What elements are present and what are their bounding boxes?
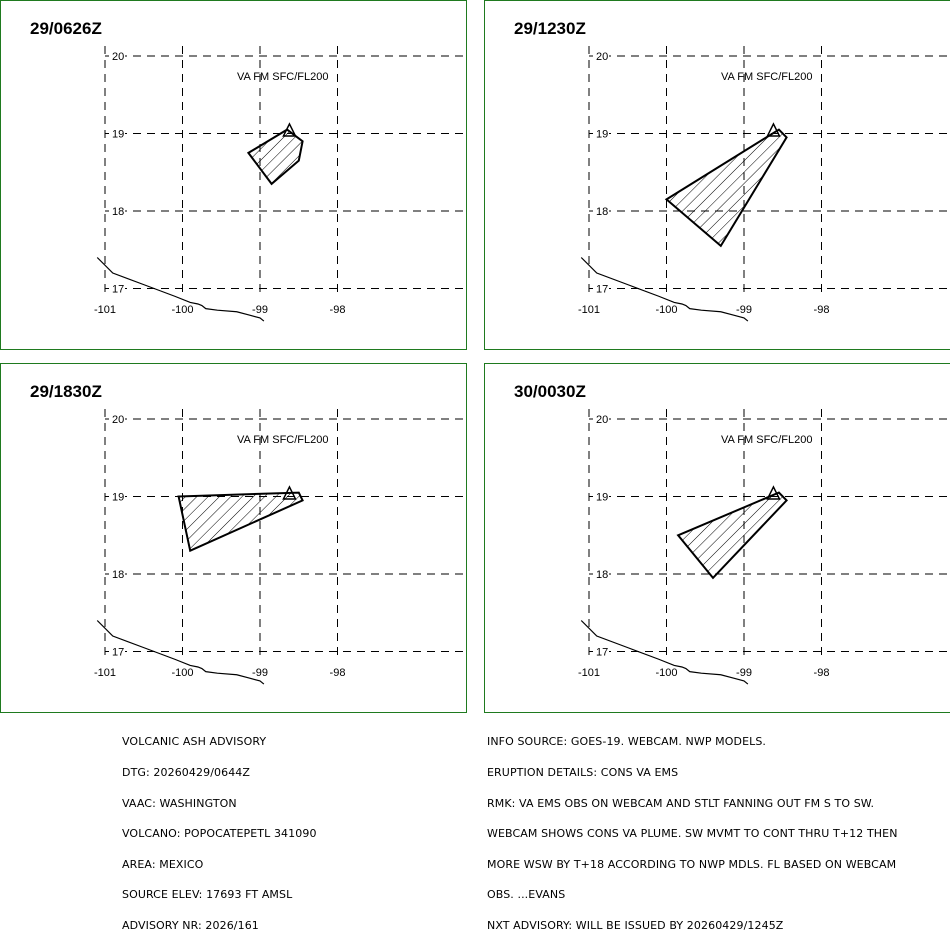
longitude-label: -99	[252, 667, 268, 679]
longitude-label: -99	[736, 304, 752, 316]
ash-cloud-polygon	[676, 491, 788, 580]
latitude-label: 20	[112, 51, 124, 63]
advisory-remark-line-1: RMK: VA EMS OBS ON WEBCAM AND STLT FANNI…	[487, 796, 875, 810]
panel-valid-time: 30/0030Z	[514, 382, 586, 401]
latitude-label: 17	[112, 647, 124, 659]
longitude-label: -100	[655, 304, 677, 316]
coastline	[96, 620, 265, 685]
ash-cloud-polygon	[177, 491, 304, 553]
longitude-label: -100	[655, 667, 677, 679]
advisory-remark-line-3: MORE WSW BY T+18 ACCORDING TO NWP MDLS. …	[487, 857, 897, 871]
forecast-map-panel: 20 19 18 17 -101 -100 -99 -98 29/1230Z VA FM SFC/…	[484, 0, 950, 350]
latitude-label: 18	[112, 569, 124, 581]
advisory-dtg: DTG: 20260429/0644Z	[122, 766, 251, 779]
longitude-label: -100	[171, 667, 193, 679]
longitude-label: -100	[171, 304, 193, 316]
ash-level-label: VA FM SFC/FL200	[237, 71, 329, 83]
latitude-label: 18	[596, 569, 608, 581]
panel-valid-time: 29/1230Z	[514, 19, 586, 38]
longitude-label: -99	[252, 304, 268, 316]
latitude-label: 17	[596, 647, 608, 659]
panel-valid-time: 29/1830Z	[30, 382, 102, 401]
forecast-map-panel: 20 19 18 17 -101 -100 -99 -98 30/0030Z VA FM SFC/…	[484, 363, 950, 713]
ash-forecast-map: 20 19 18 17 -101 -100 -99 -98	[94, 409, 466, 685]
longitude-label: -98	[814, 304, 830, 316]
advisory-volcano: VOLCANO: POPOCATEPETL 341090	[122, 827, 317, 841]
longitude-label: -101	[94, 304, 116, 316]
advisory-header-block: VOLCANIC ASH ADVISORY DTG: 20260429/0644…	[122, 717, 317, 941]
advisory-info-source: INFO SOURCE: GOES-19. WEBCAM. NWP MODELS…	[487, 735, 767, 749]
advisory-number: ADVISORY NR: 2026/161	[122, 918, 259, 932]
latitude-label: 19	[112, 492, 124, 504]
panel-valid-time: 29/0626Z	[30, 19, 102, 38]
advisory-details-block: INFO SOURCE: GOES-19. WEBCAM. NWP MODELS…	[487, 717, 898, 941]
ash-level-label: VA FM SFC/FL200	[237, 434, 329, 446]
latitude-label: 17	[112, 284, 124, 296]
longitude-label: -101	[94, 667, 116, 679]
longitude-label: -98	[330, 304, 346, 316]
longitude-label: -99	[736, 667, 752, 679]
latitude-label: 20	[596, 51, 608, 63]
latitude-label: 19	[596, 492, 608, 504]
advisory-eruption-details: ERUPTION DETAILS: CONS VA EMS	[487, 766, 679, 779]
volcano-icon	[282, 122, 297, 137]
volcano-icon	[282, 485, 297, 500]
ash-cloud-polygon	[246, 128, 304, 186]
coastline	[580, 620, 749, 685]
advisory-next: NXT ADVISORY: WILL BE ISSUED BY 20260429…	[487, 918, 784, 932]
longitude-label: -101	[578, 667, 600, 679]
advisory-title: VOLCANIC ASH ADVISORY	[122, 735, 267, 749]
ash-forecast-map: 20 19 18 17 -101 -100 -99 -98	[578, 409, 950, 685]
ash-level-label: VA FM SFC/FL200	[721, 434, 813, 446]
ash-forecast-map: 20 19 18 17 -101 -100 -99 -98	[94, 46, 466, 322]
forecast-map-panel: 20 19 18 17 -101 -100 -99 -98 29/1830Z VA FM SFC/…	[0, 363, 467, 713]
advisory-area: AREA: MEXICO	[122, 857, 204, 871]
latitude-label: 20	[596, 414, 608, 426]
latitude-label: 18	[596, 206, 608, 218]
longitude-label: -98	[330, 667, 346, 679]
advisory-source-elev: SOURCE ELEV: 17693 FT AMSL	[122, 888, 293, 902]
latitude-label: 19	[596, 129, 608, 141]
latitude-label: 19	[112, 129, 124, 141]
ash-cloud-polygon	[664, 128, 788, 248]
advisory-remark-line-2: WEBCAM SHOWS CONS VA PLUME. SW MVMT TO C…	[487, 827, 898, 841]
ash-forecast-map: 20 19 18 17 -101 -100 -99 -98	[578, 46, 950, 322]
longitude-label: -98	[814, 667, 830, 679]
volcano-icon	[766, 485, 781, 500]
longitude-label: -101	[578, 304, 600, 316]
volcano-icon	[766, 122, 781, 137]
coastline	[580, 257, 749, 322]
ash-level-label: VA FM SFC/FL200	[721, 71, 813, 83]
latitude-label: 17	[596, 284, 608, 296]
latitude-label: 20	[112, 414, 124, 426]
advisory-vaac: VAAC: WASHINGTON	[122, 796, 237, 810]
advisory-remark-line-4: OBS. ...EVANS	[487, 888, 566, 902]
latitude-label: 18	[112, 206, 124, 218]
coastline	[96, 257, 265, 322]
forecast-map-panel: 20 19 18 17 -101 -100 -99 -98 29/0626Z VA FM SFC/…	[0, 0, 467, 350]
